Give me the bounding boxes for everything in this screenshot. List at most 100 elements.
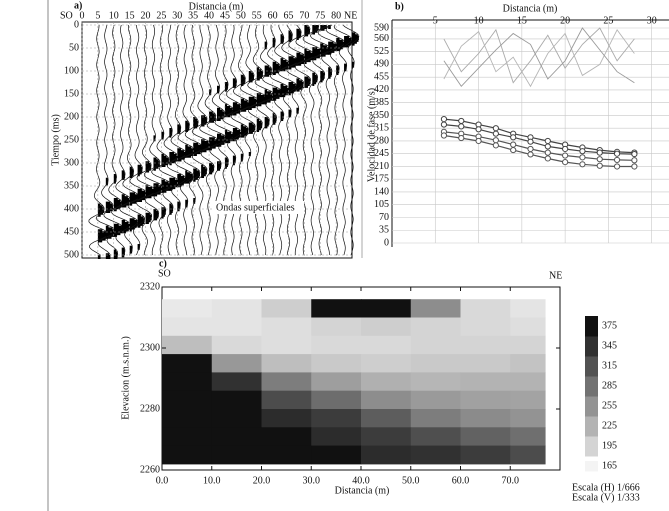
series-line: [443, 27, 635, 88]
contour-cell: [460, 445, 511, 465]
x-tick-label: 0: [80, 10, 85, 21]
contour-cell: [211, 317, 262, 337]
trace: [151, 24, 172, 256]
x-tick-label: 20.0: [253, 475, 271, 486]
marker: [596, 149, 603, 156]
contour-cell: [361, 354, 412, 373]
contour-cell: [311, 409, 362, 428]
x-axis-title: Distancia (m): [503, 3, 558, 14]
contour-cell: [361, 335, 412, 355]
y-tick-label: 0: [384, 237, 389, 248]
x-tick-label: 60: [268, 10, 278, 21]
marker: [492, 142, 499, 149]
marker: [562, 159, 569, 166]
colorbar-tick-label: 165: [602, 460, 617, 471]
scale-note: Escala (H) 1/666: [572, 482, 640, 493]
marker: [544, 149, 551, 156]
trace-fill: [264, 41, 275, 129]
trace-fill: [145, 161, 156, 224]
trace-fill: [304, 25, 315, 88]
contour-cell: [361, 409, 412, 428]
colorbar-tick-label: 195: [602, 440, 617, 451]
colorbar-tick-label: 375: [602, 320, 617, 331]
y-tick-label: 210: [374, 161, 389, 172]
series-line: [443, 27, 635, 84]
y-tick-label: 2320: [140, 281, 160, 292]
colorbar-segment: [585, 416, 598, 437]
contour-cell: [261, 372, 312, 392]
contour-cell: [410, 372, 461, 392]
y-tick-label: 350: [64, 180, 79, 191]
colorbar-tick-label: 285: [602, 380, 617, 391]
contour-cell: [261, 409, 312, 428]
contour-cell: [311, 390, 362, 410]
contour-cell: [311, 354, 362, 373]
contour-cell: [211, 354, 262, 373]
trace-fill: [105, 177, 116, 259]
marker: [631, 150, 638, 158]
y-tick-label: 2260: [140, 464, 160, 475]
contour-cell: [460, 299, 511, 318]
colorbar-segment: [585, 356, 598, 377]
x-tick-label: 55: [252, 10, 262, 21]
contour-cell: [410, 409, 461, 428]
right-label: NE: [549, 270, 562, 281]
marker: [475, 126, 482, 133]
marker: [562, 152, 569, 159]
colorbar-segment: [585, 316, 598, 337]
marker: [544, 155, 551, 162]
contour-cell: [162, 409, 213, 428]
colorbar-segment: [585, 336, 598, 357]
contour-cell: [261, 299, 312, 318]
trace-fill: [256, 67, 267, 132]
contour-cell: [211, 390, 262, 410]
trace: [103, 24, 124, 256]
y-tick-label: 35: [379, 225, 389, 236]
contour-cell: [510, 299, 546, 318]
trace-fill: [169, 128, 179, 215]
contour-cell: [460, 354, 511, 373]
contour-cell: [510, 372, 546, 392]
trace-fill: [201, 115, 212, 178]
trace: [88, 24, 109, 256]
y-tick-label: 70: [379, 212, 389, 223]
marker: [492, 130, 499, 137]
x-tick-label: 10: [109, 10, 119, 21]
x-tick-label: 65: [283, 10, 293, 21]
contour-cell: [460, 390, 511, 410]
x-tick-label: 70.0: [502, 475, 520, 486]
x-tick-label: 15: [125, 10, 135, 21]
marker: [544, 137, 551, 145]
y-tick-label: 175: [374, 174, 389, 185]
annotation: Ondas superficiales: [216, 202, 295, 213]
colorbar-tick-label: 225: [602, 420, 617, 431]
marker: [440, 121, 448, 128]
contour-cell: [311, 445, 362, 465]
trace: [333, 24, 353, 256]
marker: [579, 154, 586, 161]
y-tick-label: 455: [374, 71, 389, 82]
marker: [475, 137, 482, 145]
contour-cell: [510, 335, 546, 355]
marker: [458, 134, 465, 142]
marker: [527, 151, 534, 158]
contour-cell: [361, 372, 412, 392]
marker: [596, 162, 603, 169]
x-tick-label: 30: [172, 10, 182, 21]
marker: [579, 161, 586, 168]
marker: [458, 117, 465, 125]
trace-fill: [113, 174, 124, 259]
colorbar-segment: [585, 376, 598, 397]
contour-cell: [261, 354, 312, 373]
x-tick-label: 50: [236, 10, 246, 21]
y-tick-label: 200: [64, 111, 79, 122]
trace-fill: [129, 166, 140, 254]
left-label: SO: [158, 268, 171, 279]
trace: [95, 24, 117, 256]
colorbar-segment: [585, 396, 598, 417]
contour-cell: [460, 335, 511, 355]
trace-fill: [272, 37, 282, 125]
contour-cell: [410, 317, 461, 337]
contour-cell: [162, 335, 213, 355]
